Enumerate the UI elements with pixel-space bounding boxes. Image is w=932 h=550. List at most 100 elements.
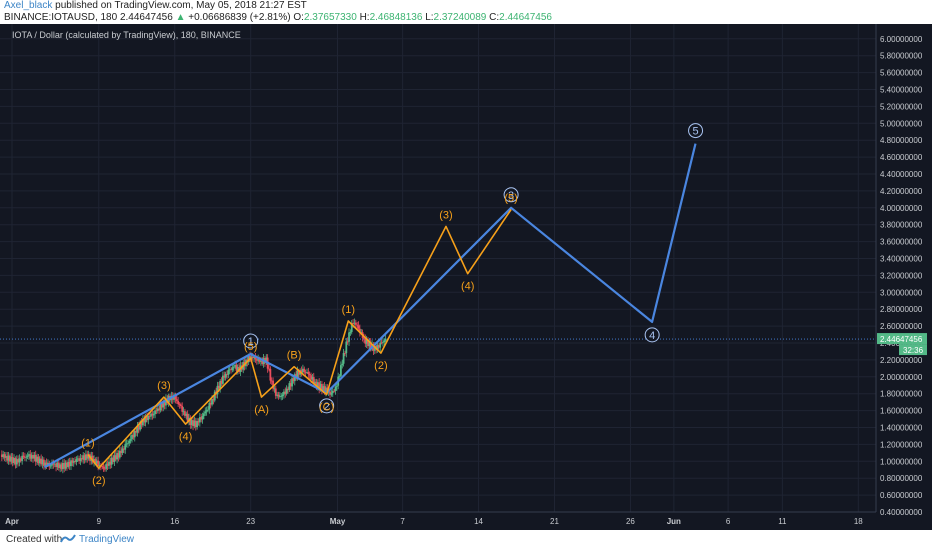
candle-body xyxy=(335,385,338,387)
candle-body xyxy=(42,459,45,466)
candle-body xyxy=(147,415,150,421)
candle-body xyxy=(325,387,327,393)
price-change: +0.06686839 (+2.81%) xyxy=(188,12,291,23)
last-price: 2.44647456 xyxy=(119,12,173,23)
price-tick-label: 0.80000000 xyxy=(880,474,923,483)
price-tick-label: 1.60000000 xyxy=(880,407,923,416)
candle-body xyxy=(322,386,325,391)
candle-body xyxy=(51,463,53,466)
candle-body xyxy=(131,434,133,440)
candle-body xyxy=(259,360,262,362)
candle-body xyxy=(358,328,361,333)
candle-body xyxy=(106,463,109,466)
candle-body xyxy=(235,364,238,371)
open-value: 2.37657330 xyxy=(303,12,357,23)
candle-body xyxy=(276,394,279,396)
candle-body xyxy=(47,462,49,465)
candle-body xyxy=(174,394,177,400)
candle-body xyxy=(113,455,116,462)
candle-body xyxy=(72,461,75,463)
candle-body xyxy=(29,454,32,459)
price-tick-label: 5.00000000 xyxy=(880,119,923,128)
candle-body xyxy=(112,457,114,462)
candle-body xyxy=(181,406,184,412)
candle-body xyxy=(75,459,78,463)
candle-body xyxy=(98,465,101,467)
candle-body xyxy=(9,455,11,462)
candle-body xyxy=(116,453,119,460)
candle-body xyxy=(63,462,66,469)
candle-body xyxy=(223,375,226,378)
candle-body xyxy=(10,457,13,462)
candle-body xyxy=(118,450,121,458)
created-with-label: Created with xyxy=(6,534,63,545)
candle-body xyxy=(314,381,317,384)
candle-body xyxy=(321,384,323,391)
candle-body xyxy=(300,370,303,373)
candle-body xyxy=(236,367,239,371)
candle-body xyxy=(365,339,368,344)
candle-body xyxy=(148,415,151,417)
candle-body xyxy=(109,461,112,465)
candle-body xyxy=(285,388,288,394)
candle-body xyxy=(382,342,384,343)
candle-body xyxy=(211,398,213,405)
price-tick-label: 5.20000000 xyxy=(880,102,923,111)
candle-body xyxy=(220,380,223,384)
candle-body xyxy=(357,325,360,329)
price-tick-label: 4.00000000 xyxy=(880,204,923,213)
candle-body xyxy=(212,398,215,401)
candle-body xyxy=(377,345,380,348)
candle-body xyxy=(228,369,231,371)
candle-body xyxy=(364,338,367,344)
candle-body xyxy=(97,460,100,467)
low-label: L: xyxy=(425,12,434,23)
time-axis[interactable]: Apr 9 16 23 May 7 14 21 26 Jun 6 11 18 xyxy=(5,517,863,526)
candle-body xyxy=(0,454,3,458)
price-chart[interactable]: 12345(1)(2)(3)(4)(5)(A)(B)(C)(1)(2)(3)(4… xyxy=(0,24,932,530)
candle-body xyxy=(17,459,20,463)
candle-body xyxy=(158,408,161,411)
tradingview-brand-link[interactable]: TradingView xyxy=(79,534,135,545)
tradingview-logo-icon xyxy=(60,534,76,543)
candle-body xyxy=(184,411,186,416)
candle-body xyxy=(124,444,127,450)
price-tick-label: 4.60000000 xyxy=(880,153,923,162)
primary-wave-label: 4 xyxy=(649,330,655,342)
price-tick-label: 1.20000000 xyxy=(880,440,923,449)
price-tick-label: 4.80000000 xyxy=(880,136,923,145)
candle-body xyxy=(194,420,197,428)
candle-body xyxy=(226,373,228,375)
candle-body xyxy=(133,431,136,438)
candle-body xyxy=(258,358,261,362)
candle-body xyxy=(368,342,371,347)
candle-body xyxy=(34,454,37,462)
candle-body xyxy=(79,458,82,461)
candle-body xyxy=(127,443,129,445)
price-tick-label: 3.40000000 xyxy=(880,255,923,264)
candle-body xyxy=(165,398,167,406)
price-axis[interactable]: 0.40000000 0.60000000 0.80000000 1.00000000… xyxy=(880,35,923,517)
candle-body xyxy=(102,466,105,469)
candle-body xyxy=(383,340,386,343)
candle-body xyxy=(272,380,274,389)
candle-body xyxy=(323,386,326,393)
candle-body xyxy=(216,385,219,395)
author-link[interactable]: Axel_black xyxy=(4,0,53,11)
up-arrow-icon: ▲ xyxy=(175,12,186,23)
primary-wave-label-circle xyxy=(319,398,335,414)
time-tick-label: Jun xyxy=(667,517,681,526)
candle-body xyxy=(15,459,18,465)
candle-body xyxy=(254,356,257,360)
primary-wave-label-circle xyxy=(243,333,259,349)
candle-body xyxy=(209,403,212,405)
time-tick-label: 16 xyxy=(170,517,179,526)
candle-body xyxy=(287,388,289,390)
price-tick-label: 3.00000000 xyxy=(880,288,923,297)
candle-body xyxy=(33,454,36,459)
candle-body xyxy=(101,465,104,467)
secondary-wave-label: (1) xyxy=(342,304,355,316)
candle-body xyxy=(304,371,307,373)
candle-body xyxy=(277,394,280,397)
publish-line: Axel_black published on TradingView.com,… xyxy=(4,0,307,12)
